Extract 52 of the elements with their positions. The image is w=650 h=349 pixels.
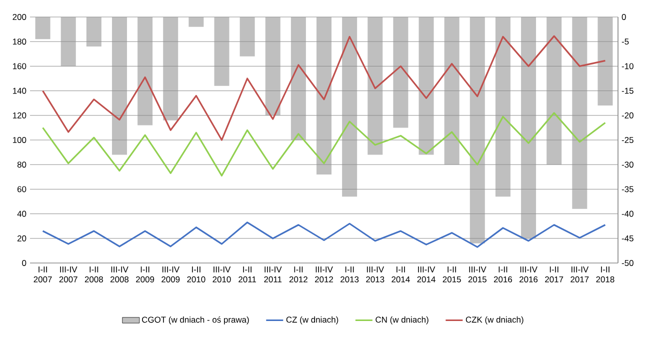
y-tick-label: 200 [12, 14, 26, 20]
x-tick-label: I-II 2017 [545, 266, 564, 282]
y-tick-label: 20 [17, 235, 26, 242]
line-series [42, 222, 606, 248]
y2-tick-label: -35 [622, 186, 634, 192]
x-tick-label: III-IV 2009 [162, 266, 180, 282]
y2-tick-label: 0 [622, 14, 626, 20]
legend-label: CN (w dniach) [376, 316, 428, 324]
y2-tick-label: -5 [622, 38, 629, 45]
x-tick-label: III-IV 2016 [520, 266, 538, 282]
x-tick-label: III-IV 2015 [468, 266, 486, 282]
legend-label: CZK (w dniach) [466, 316, 524, 324]
x-tick-label: I-II 2010 [187, 266, 206, 282]
y2-tick-label: -20 [622, 112, 634, 118]
x-tick-label: I-II 2011 [238, 266, 256, 282]
y2-tick-label: -40 [622, 210, 634, 217]
x-tick-label: III-IV 2011 [264, 266, 282, 282]
y2-tick-label: -15 [622, 88, 634, 94]
y2-tick-label: -45 [622, 235, 634, 242]
y-tick-label: 0 [22, 260, 26, 266]
y-tick-label: 80 [17, 162, 26, 168]
x-tick-label: III-IV 2014 [417, 266, 436, 282]
x-tick-label: III-IV 2013 [366, 266, 384, 282]
y2-tick-label: -10 [622, 63, 634, 70]
y-tick-label: 40 [17, 210, 26, 217]
y-tick-label: 60 [18, 186, 26, 192]
y2-tick-label: -50 [622, 260, 634, 266]
legend-label: CGOT (w dniach - oś prawa) [142, 316, 249, 324]
y2-tick-label: -25 [622, 137, 634, 143]
x-tick-label: I-II 2009 [136, 266, 154, 282]
x-tick-label: I-II 2014 [392, 266, 410, 282]
x-tick-label: I-II 2016 [494, 266, 512, 282]
x-tick-label: III-IV 2007 [59, 266, 78, 282]
y-tick-label: 160 [12, 63, 26, 70]
legend-label: CZ (w dniach) [286, 316, 338, 324]
y-tick-label: 180 [12, 38, 26, 45]
y-tick-label: 100 [12, 137, 26, 143]
x-tick-label: III-IV 2012 [315, 266, 333, 282]
y-tick-label: 140 [12, 88, 26, 94]
x-tick-label: I-II 2013 [340, 266, 359, 282]
x-tick-label: III-IV 2008 [110, 266, 129, 282]
line-series [42, 35, 606, 141]
x-tick-label: I-II 2012 [289, 266, 308, 282]
x-tick-label: I-II 2007 [34, 266, 52, 282]
x-tick-label: I-II 2018 [596, 266, 614, 282]
x-tick-label: I-II 2015 [442, 266, 461, 282]
x-tick-label: I-II 2008 [84, 266, 103, 282]
x-tick-label: III-IV 2017 [570, 266, 589, 282]
x-tick-label: III-IV 2010 [212, 266, 231, 282]
line-series [42, 112, 606, 176]
y2-tick-label: -30 [622, 162, 634, 168]
y-tick-label: 120 [12, 112, 26, 118]
